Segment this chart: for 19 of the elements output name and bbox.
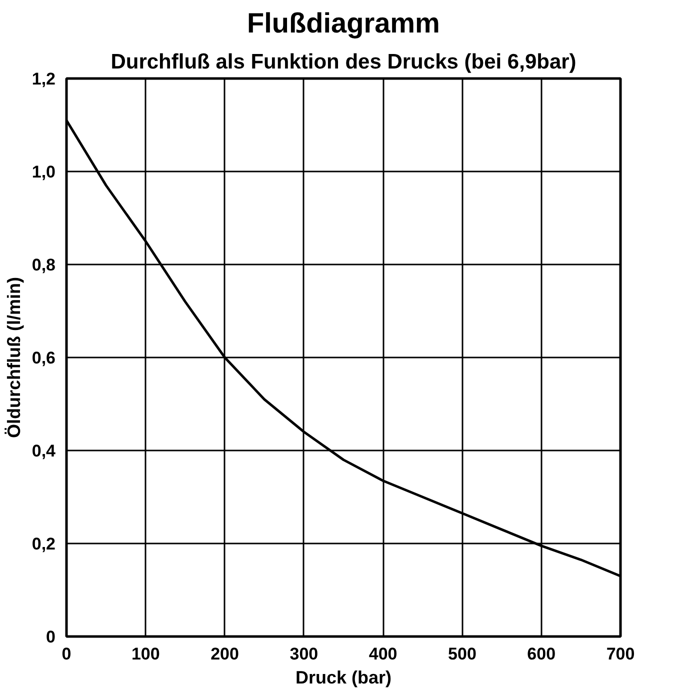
chart-title: Flußdiagramm — [247, 8, 440, 38]
x-tick-label: 200 — [210, 644, 239, 664]
x-tick-label: 400 — [368, 644, 398, 664]
x-tick-label: 700 — [606, 644, 635, 664]
x-tick-label: 500 — [448, 644, 476, 664]
x-axis-title: Druck (bar) — [295, 668, 392, 688]
y-axis-title: Öldurchfluß (l/min) — [4, 277, 24, 438]
y-tick-label: 0 — [46, 628, 56, 646]
x-tick-label: 100 — [131, 644, 160, 664]
y-tick-label: 0,2 — [32, 534, 56, 554]
chart-subtitle: Durchfluß als Funktion des Drucks (bei 6,9bar) — [110, 50, 576, 74]
x-tick-label: 300 — [290, 644, 318, 664]
x-tick-label: 600 — [527, 644, 556, 664]
y-tick-label: 0,8 — [32, 256, 56, 274]
x-tick-label: 0 — [62, 644, 72, 664]
y-tick-label: 0,6 — [32, 348, 56, 368]
y-tick-label: 1,0 — [32, 162, 56, 182]
y-tick-label: 1,2 — [32, 70, 56, 88]
y-tick-label: 0,4 — [32, 442, 56, 460]
